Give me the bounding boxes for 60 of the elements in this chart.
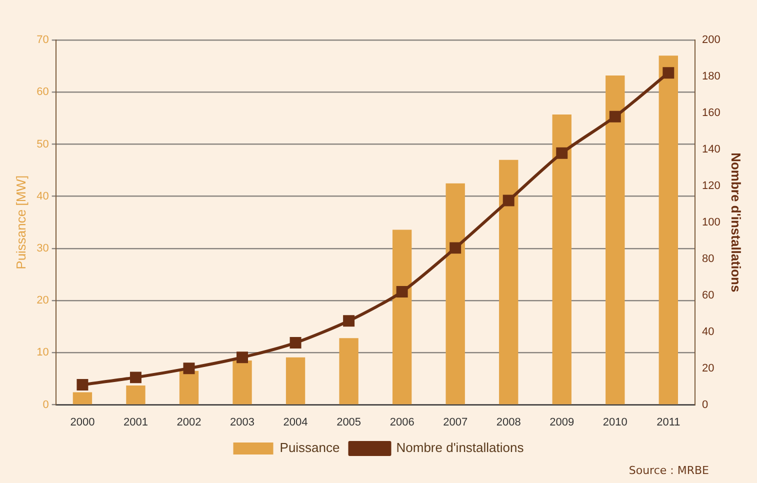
y-axis-title: Puissance [MW]: [13, 175, 28, 270]
y2-tick-label: 200: [702, 34, 720, 46]
x-tick-label: 2008: [496, 416, 521, 428]
y2-tick-label: 180: [702, 70, 720, 83]
bar: [232, 360, 252, 404]
y-tick-label: 60: [36, 86, 49, 98]
y-tick-label: 50: [36, 138, 49, 150]
bar: [126, 386, 146, 404]
source-note: Source : MRBE: [628, 464, 709, 477]
bar: [552, 114, 572, 404]
x-tick-label: 2003: [230, 416, 255, 428]
bar: [606, 75, 625, 404]
point: [609, 110, 621, 122]
y2-tick-label: 40: [702, 326, 714, 338]
point: [502, 194, 514, 206]
y-tick-label: 20: [36, 294, 49, 307]
bar: [286, 357, 306, 404]
x-tick-label: 2001: [123, 416, 148, 428]
point: [236, 352, 248, 364]
y2-tick-label: 160: [702, 106, 720, 119]
y-tick-label: 0: [42, 398, 49, 411]
y-tick-label: 10: [36, 346, 49, 359]
y2-tick-label: 120: [702, 180, 720, 192]
x-tick-label: 2009: [550, 416, 574, 428]
x-tick-label: 2006: [390, 416, 414, 428]
y-tick-label: 70: [36, 34, 49, 46]
bar: [499, 160, 518, 404]
point: [130, 372, 142, 384]
x-tick-label: 2005: [336, 416, 362, 428]
point: [183, 362, 195, 374]
legend-label: Puissance: [280, 440, 340, 456]
bar: [658, 56, 678, 404]
y2-tick-label: 60: [702, 289, 714, 302]
y2-tick-label: 100: [702, 216, 720, 228]
point: [343, 315, 355, 327]
y2-tick-label: 0: [702, 398, 708, 411]
point: [76, 378, 88, 390]
bar: [72, 392, 92, 404]
y2-axis-title: Nombre d'installations: [728, 152, 744, 292]
x-tick-label: 2002: [176, 416, 202, 428]
x-tick-label: 2007: [443, 416, 468, 428]
bar: [179, 370, 199, 404]
x-tick-label: 2004: [283, 416, 308, 428]
y2-tick-label: 20: [702, 362, 714, 374]
point: [556, 147, 568, 159]
bar: [392, 230, 412, 404]
bar: [339, 338, 358, 404]
y2-tick-label: 80: [702, 252, 714, 265]
point: [450, 242, 462, 254]
y-tick-label: 40: [36, 190, 49, 202]
legend-label: Nombre d'installations: [396, 440, 524, 456]
bar: [446, 183, 465, 404]
point: [396, 286, 408, 298]
x-tick-label: 2010: [602, 416, 628, 428]
x-tick-label: 2000: [70, 416, 95, 428]
y-tick-label: 30: [36, 242, 49, 254]
y2-tick-label: 140: [702, 143, 720, 156]
x-tick-label: 2011: [656, 416, 680, 428]
point: [290, 337, 302, 349]
point: [662, 67, 674, 79]
